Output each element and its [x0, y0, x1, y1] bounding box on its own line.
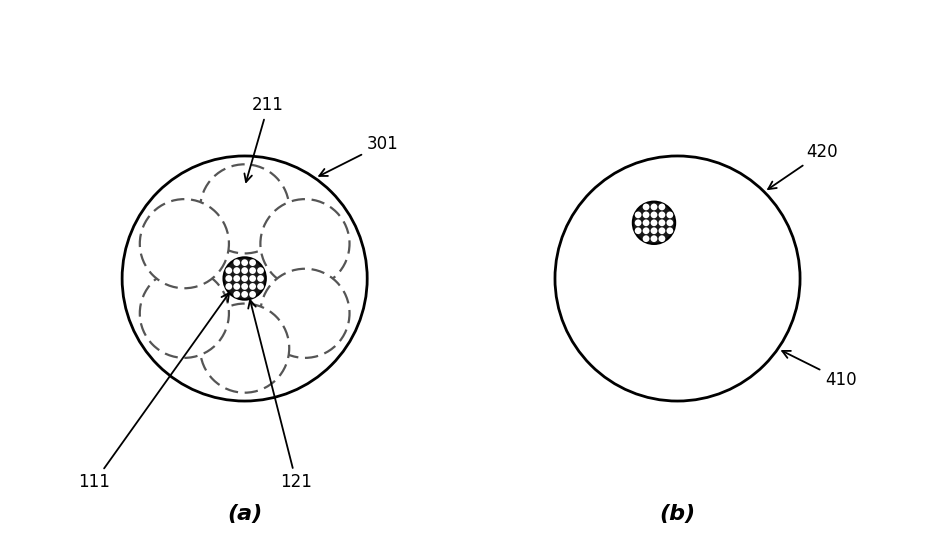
- Ellipse shape: [643, 227, 649, 234]
- Ellipse shape: [241, 267, 248, 274]
- Ellipse shape: [226, 267, 232, 274]
- Ellipse shape: [249, 259, 256, 266]
- Ellipse shape: [233, 259, 240, 266]
- Ellipse shape: [261, 269, 349, 358]
- Ellipse shape: [659, 203, 665, 211]
- Ellipse shape: [140, 268, 229, 358]
- Text: 410: 410: [782, 351, 856, 389]
- Ellipse shape: [643, 212, 649, 218]
- Ellipse shape: [257, 267, 263, 274]
- Ellipse shape: [643, 235, 649, 242]
- Ellipse shape: [241, 259, 248, 266]
- Ellipse shape: [249, 275, 256, 282]
- Ellipse shape: [257, 275, 263, 282]
- Ellipse shape: [233, 267, 240, 274]
- Text: 301: 301: [319, 135, 398, 176]
- Ellipse shape: [226, 283, 232, 290]
- Ellipse shape: [635, 219, 642, 226]
- Ellipse shape: [643, 219, 649, 226]
- Ellipse shape: [635, 212, 642, 218]
- Ellipse shape: [241, 283, 248, 290]
- Ellipse shape: [659, 212, 665, 218]
- Ellipse shape: [659, 235, 665, 242]
- Text: 111: 111: [78, 293, 230, 491]
- Ellipse shape: [200, 164, 289, 253]
- Ellipse shape: [249, 267, 256, 274]
- Ellipse shape: [666, 219, 673, 226]
- Text: 420: 420: [768, 143, 838, 189]
- Ellipse shape: [650, 212, 658, 218]
- Ellipse shape: [226, 275, 232, 282]
- Ellipse shape: [224, 257, 265, 300]
- Ellipse shape: [650, 219, 658, 226]
- Ellipse shape: [241, 291, 248, 298]
- Ellipse shape: [261, 199, 349, 289]
- Ellipse shape: [233, 275, 240, 282]
- Ellipse shape: [635, 227, 642, 234]
- Text: (b): (b): [660, 504, 695, 524]
- Ellipse shape: [249, 291, 256, 298]
- Ellipse shape: [666, 212, 673, 218]
- Ellipse shape: [666, 227, 673, 234]
- Ellipse shape: [140, 199, 229, 289]
- Ellipse shape: [650, 203, 658, 211]
- Ellipse shape: [555, 156, 800, 401]
- Ellipse shape: [650, 235, 658, 242]
- Ellipse shape: [241, 275, 248, 282]
- Ellipse shape: [249, 283, 256, 290]
- Ellipse shape: [257, 283, 263, 290]
- Ellipse shape: [233, 291, 240, 298]
- Ellipse shape: [659, 219, 665, 226]
- Ellipse shape: [200, 304, 289, 393]
- Ellipse shape: [233, 283, 240, 290]
- Ellipse shape: [650, 227, 658, 234]
- Text: (a): (a): [227, 504, 263, 524]
- Text: 211: 211: [245, 96, 284, 182]
- Text: 121: 121: [248, 300, 312, 491]
- Ellipse shape: [122, 156, 367, 401]
- Ellipse shape: [643, 203, 649, 211]
- Ellipse shape: [633, 202, 675, 244]
- Ellipse shape: [659, 227, 665, 234]
